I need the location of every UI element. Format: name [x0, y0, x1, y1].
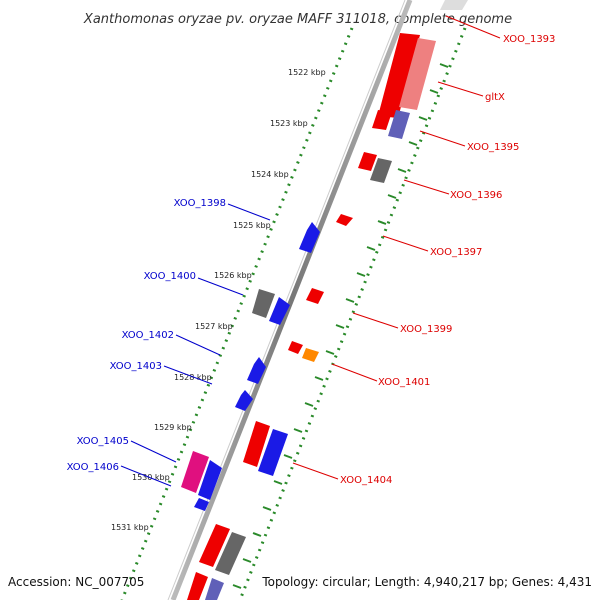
gene-xoo-1396[interactable] [370, 158, 392, 183]
gene-xoo-1396a[interactable] [358, 152, 377, 171]
gene-label: XOO_1393 [503, 34, 555, 45]
forward-gene-labels: XOO_1393 gltX XOO_1395 XOO_1396 XOO_1397… [340, 34, 555, 486]
gene-forward-lower [199, 524, 230, 567]
gene-xoo-1399[interactable] [306, 288, 324, 304]
gene-xoo-1400a[interactable] [252, 289, 275, 318]
gene-label: XOO_1395 [467, 142, 519, 153]
gene-xoo-1403[interactable] [235, 390, 253, 411]
gene-forward-bottom [187, 572, 208, 600]
gene-xoo-1398[interactable] [299, 222, 320, 253]
gene-xoo-1401[interactable] [302, 348, 319, 362]
scale-marks [232, 63, 449, 589]
reverse-leaders [120, 203, 271, 487]
gene-xoo-1401a[interactable] [288, 341, 303, 354]
gene-label: XOO_1398 [174, 198, 226, 209]
backbone-highlight [167, 0, 406, 600]
forward-leaders [292, 15, 501, 480]
gene-forward-bottom-2 [205, 578, 224, 600]
map-title: Xanthomonas oryzae pv. oryzae MAFF 31101… [83, 12, 512, 27]
gene-xoo-1393b[interactable] [372, 110, 392, 130]
gene-label: XOO_1396 [450, 190, 502, 201]
tick-label: 1527 kbp [195, 322, 233, 331]
gene-label: XOO_1399 [400, 324, 452, 335]
tick-label: 1528 kbp [174, 373, 212, 382]
gene-label: XOO_1401 [378, 377, 430, 388]
gene-label: XOO_1402 [122, 330, 174, 341]
tick-label: 1525 kbp [233, 221, 271, 230]
gene-xoo-1402[interactable] [247, 357, 266, 384]
tick-label: 1524 kbp [251, 170, 289, 179]
topology-text: Topology: circular; Length: 4,940,217 bp… [261, 575, 592, 589]
gene-label: XOO_1397 [430, 247, 482, 258]
tick-label: 1531 kbp [111, 523, 149, 532]
gene-xoo-1397[interactable] [336, 214, 353, 226]
gene-xoo-1405[interactable] [181, 451, 209, 493]
tick-label: 1526 kbp [214, 271, 252, 280]
genome-backbone [170, 0, 413, 600]
gene-faded-top [440, 0, 468, 10]
gene-gltX[interactable] [399, 38, 436, 110]
gene-label: XOO_1400 [144, 271, 196, 282]
outer-tick-track [120, 27, 354, 600]
gene-xoo-1404[interactable] [258, 429, 288, 476]
gene-label: XOO_1403 [110, 361, 162, 372]
gene-forward-lower-gray [215, 532, 246, 575]
gene-label: gltX [485, 92, 505, 103]
gene-xoo-1400[interactable] [269, 297, 290, 325]
gene-xoo-1393[interactable] [378, 33, 420, 118]
tick-label: 1522 kbp [288, 68, 326, 77]
reverse-gene-labels: XOO_1398 XOO_1400 XOO_1402 XOO_1403 XOO_… [67, 198, 226, 473]
gene-label: XOO_1405 [77, 436, 129, 447]
gene-label: XOO_1406 [67, 462, 119, 473]
tick-label: 1529 kbp [154, 423, 192, 432]
reverse-genes [181, 222, 320, 511]
accession-text: Accession: NC_007705 [8, 575, 144, 589]
gene-xoo-1404a[interactable] [243, 421, 270, 467]
forward-genes [187, 33, 436, 600]
inner-tick-track [238, 27, 467, 600]
gene-xoo-1406[interactable] [194, 498, 209, 511]
tick-label: 1523 kbp [270, 119, 308, 128]
gene-xoo-1395[interactable] [388, 110, 410, 139]
gene-label: XOO_1404 [340, 475, 392, 486]
gene-xoo-1406a[interactable] [198, 460, 222, 500]
